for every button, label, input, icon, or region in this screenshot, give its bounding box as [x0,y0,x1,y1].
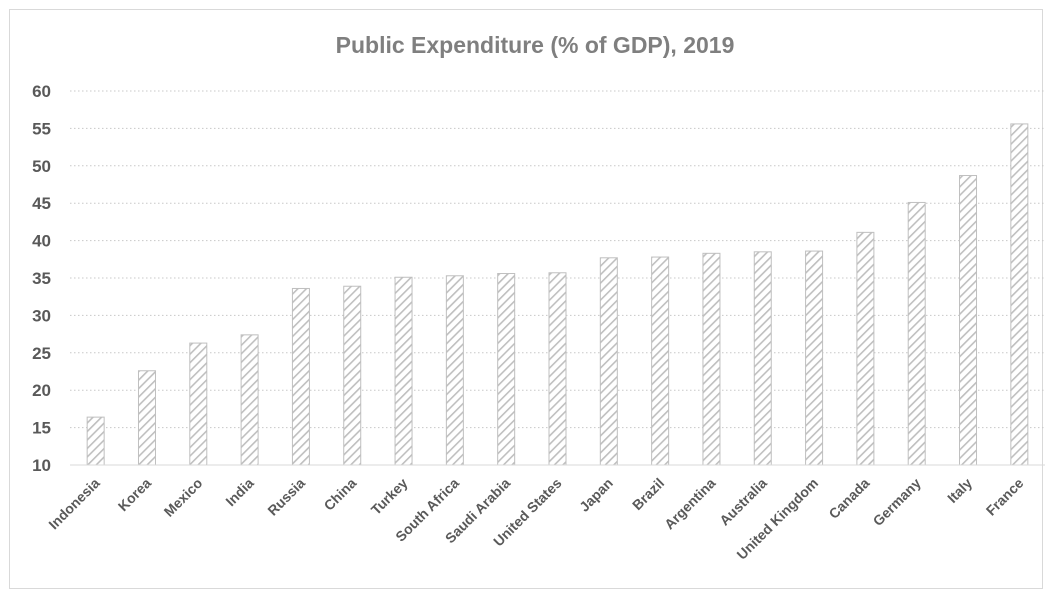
x-tick-label: China [321,475,360,514]
x-tick-label: Indonesia [45,475,103,533]
gridlines [70,90,1045,429]
x-tick-label: Japan [576,475,616,515]
x-tick-label: Australia [716,475,770,529]
bar [907,201,926,466]
bar [959,175,978,466]
x-axis-tick-labels: Indonesia Korea Mexico India Russia China Turk… [45,475,1026,563]
x-tick-label: Canada [825,475,872,522]
x-tick-label: Brazil [629,475,667,513]
y-axis-tick-labels: 10 15 20 25 30 35 40 45 50 55 60 [32,82,51,475]
bar [753,251,772,466]
bar [1010,123,1029,466]
x-tick-label: Mexico [161,475,206,520]
y-tick-label: 10 [32,456,51,475]
bars [86,123,1029,466]
bar [497,273,516,466]
x-tick-label: Argentina [661,475,719,533]
x-tick-label: France [983,475,1027,519]
bar [137,370,156,466]
x-tick-label: Korea [115,475,155,515]
y-tick-label: 30 [32,306,51,325]
x-tick-label: Italy [944,475,975,506]
bar [189,342,208,466]
y-tick-label: 35 [32,269,51,288]
x-tick-label: India [222,475,257,510]
y-tick-label: 25 [32,344,51,363]
bar [343,285,362,466]
y-tick-label: 55 [32,119,51,138]
y-tick-label: 40 [32,232,51,251]
bar [856,231,875,466]
y-tick-label: 45 [32,194,51,213]
bar [394,276,413,466]
y-tick-label: 60 [32,82,51,101]
bar [291,287,310,466]
bar [599,257,618,466]
bar [240,334,259,466]
y-tick-label: 50 [32,157,51,176]
bar [805,250,824,466]
bar [86,416,105,466]
x-tick-label: Germany [870,475,924,529]
y-tick-label: 20 [32,381,51,400]
bar [651,256,670,466]
bar [548,272,567,466]
x-tick-label: Russia [264,475,308,519]
x-tick-label: Turkey [368,475,411,518]
chart-title: Public Expenditure (% of GDP), 2019 [336,32,735,58]
bar [702,252,721,466]
y-tick-label: 15 [32,419,51,438]
bar [445,275,464,466]
